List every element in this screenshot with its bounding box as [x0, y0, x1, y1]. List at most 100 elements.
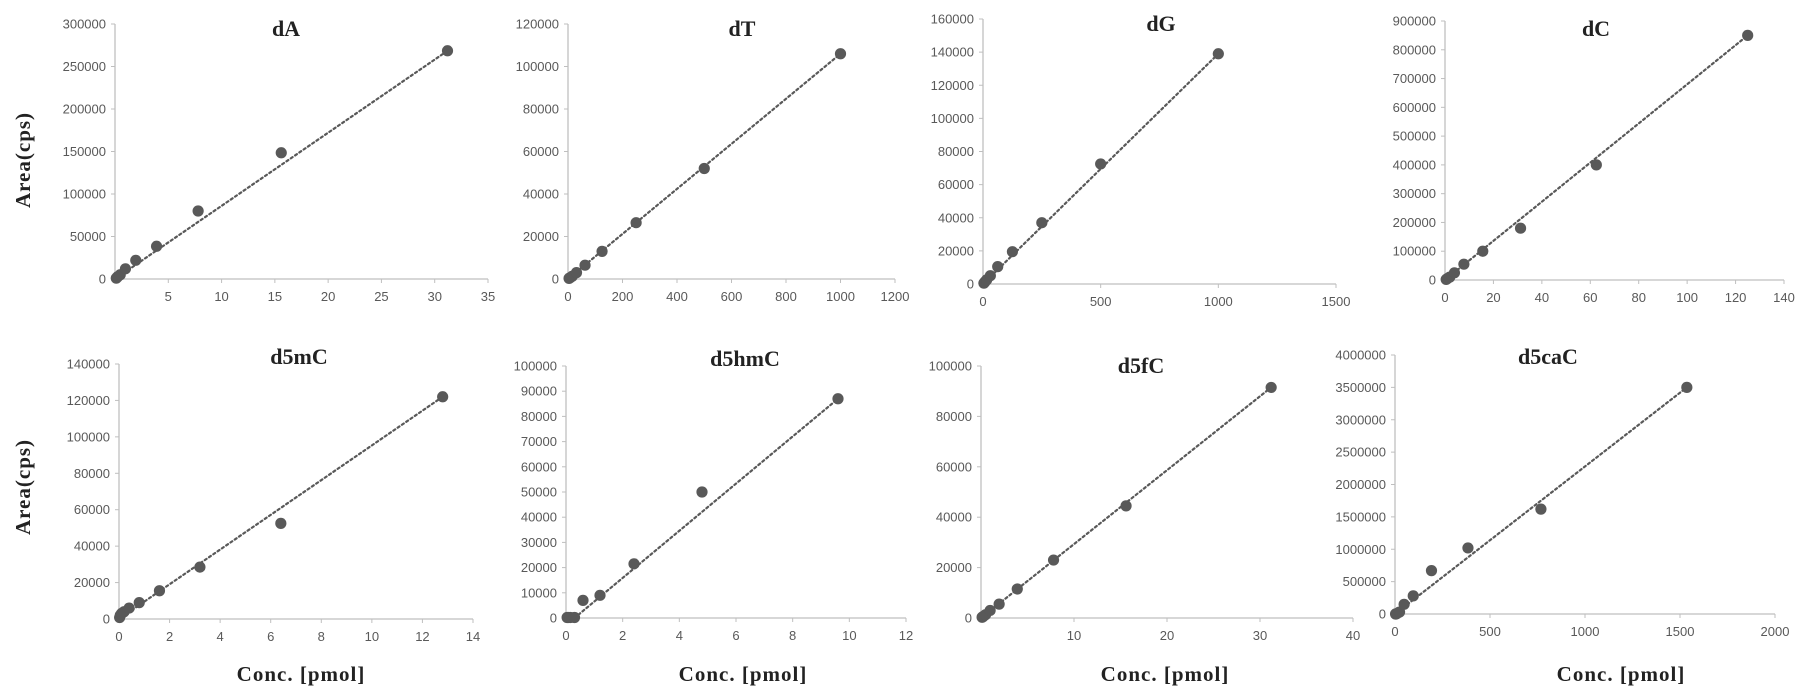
data-point [153, 585, 166, 597]
x-tick-label: 600 [721, 289, 743, 304]
y-tick-label: 20000 [936, 560, 972, 575]
data-point [1462, 542, 1474, 554]
y-tick-label: 40000 [523, 187, 559, 202]
data-point [437, 391, 449, 403]
x-axis-title-3: Conc. [pmol] [1101, 662, 1230, 686]
y-tick-label: 0 [965, 611, 972, 626]
chart-dG: 0 20000 40000 60000 80000 100000 120000 140000 1… [931, 11, 1351, 309]
x-tick-label: 0 [1391, 624, 1398, 639]
y-tick-label: 800000 [1393, 42, 1436, 57]
y-tick-label: 500000 [1393, 129, 1436, 144]
data-point [1407, 590, 1419, 602]
chart-dT: 0 20000 40000 60000 80000 100000 120000 0 200 400… [516, 16, 910, 304]
y-tick-label: 50000 [521, 485, 557, 500]
data-point [150, 240, 163, 252]
y-tick-label: 100000 [63, 187, 106, 202]
x-tick-label: 4 [217, 629, 224, 644]
x-tick-label: 140 [1773, 290, 1795, 305]
y-tick-label: 20000 [74, 575, 110, 590]
data-point [123, 602, 135, 614]
x-tick-label: 30 [1253, 628, 1267, 643]
y-tick-label: 600000 [1393, 100, 1436, 115]
x-tick-label: 120 [1725, 290, 1747, 305]
data-point [1535, 503, 1547, 515]
y-tick-label: 100000 [931, 111, 974, 126]
y-axis-title-top-text: Area(cps) [11, 112, 35, 208]
data-point [441, 45, 454, 57]
y-tick-label: 250000 [63, 59, 106, 74]
y-axis-title-bottom-text: Area(cps) [11, 439, 35, 535]
y-tick-label: 200000 [1393, 215, 1436, 230]
y-tick-label: 160000 [931, 12, 974, 27]
data-point [194, 561, 206, 573]
y-tick-label: 150000 [63, 144, 106, 159]
y-tick-label: 20000 [521, 560, 557, 575]
y-tick-label: 40000 [74, 539, 110, 554]
trendline [981, 52, 1220, 286]
y-tick-label: 0 [99, 272, 106, 287]
y-tick-label: 40000 [936, 510, 972, 525]
chart-d5mC: 0 20000 40000 60000 80000 100000 120000 140000 0… [67, 344, 481, 644]
y-tick-label: 60000 [521, 459, 557, 474]
data-point [275, 517, 287, 529]
data-point [1448, 267, 1461, 279]
y-tick-label: 3500000 [1335, 380, 1386, 395]
x-tick-label: 400 [666, 289, 688, 304]
x-tick-label: 2000 [1761, 624, 1790, 639]
chart-title: dG [1146, 11, 1175, 36]
data-point [1742, 29, 1754, 41]
y-tick-label: 80000 [74, 466, 110, 481]
y-tick-label: 4000000 [1335, 348, 1386, 363]
y-tick-label: 20000 [523, 229, 559, 244]
chart-title: d5fC [1118, 353, 1164, 378]
y-tick-label: 10000 [521, 585, 557, 600]
data-point [1458, 258, 1470, 270]
x-tick-label: 1000 [826, 289, 855, 304]
chart-d5hmC: 0 10000 20000 30000 40000 50000 60000 70000 8000… [514, 346, 914, 643]
x-tick-label: 12 [415, 629, 429, 644]
data-point [596, 245, 608, 257]
data-point [1398, 598, 1410, 610]
y-tick-label: 80000 [938, 144, 974, 159]
y-tick-label: 400000 [1393, 157, 1436, 172]
y-tick-label: 60000 [74, 502, 110, 517]
data-point [579, 259, 591, 271]
trendline [113, 49, 449, 281]
data-point [130, 254, 142, 266]
data-point [1514, 222, 1527, 234]
x-tick-label: 4 [676, 628, 683, 643]
x-tick-label: 5 [165, 289, 172, 304]
x-tick-label: 10 [365, 629, 379, 644]
data-point [1425, 565, 1438, 577]
x-tick-label: 800 [775, 289, 797, 304]
x-tick-label: 1000 [1204, 294, 1233, 309]
y-tick-label: 0 [550, 611, 557, 626]
y-tick-label: 140000 [67, 357, 110, 372]
x-axis-title-4: Conc. [pmol] [1557, 662, 1686, 686]
x-tick-label: 20 [321, 289, 335, 304]
data-point [630, 217, 642, 229]
data-point [628, 558, 640, 570]
y-tick-label: 80000 [523, 102, 559, 117]
chart-title: d5hmC [710, 346, 780, 371]
data-point [1006, 246, 1019, 258]
data-point [1095, 158, 1107, 170]
x-tick-label: 8 [789, 628, 796, 643]
data-point [984, 270, 996, 282]
chart-dA: 0 50000 100000 150000 200000 250000 300000 5 10 1… [63, 16, 496, 304]
x-tick-label: 30 [427, 289, 441, 304]
trendline [979, 386, 1273, 620]
data-point [577, 594, 589, 606]
x-tick-label: 80 [1631, 290, 1645, 305]
y-tick-label: 200000 [63, 102, 106, 117]
chart-title: dC [1582, 16, 1610, 41]
x-tick-label: 200 [612, 289, 634, 304]
y-tick-label: 40000 [938, 210, 974, 225]
y-tick-label: 500000 [1343, 574, 1386, 589]
x-tick-label: 10 [214, 289, 228, 304]
x-tick-label: 8 [318, 629, 325, 644]
x-tick-label: 12 [899, 628, 913, 643]
y-tick-label: 3000000 [1335, 412, 1386, 427]
data-point [1047, 554, 1060, 566]
trendline [1393, 386, 1688, 616]
